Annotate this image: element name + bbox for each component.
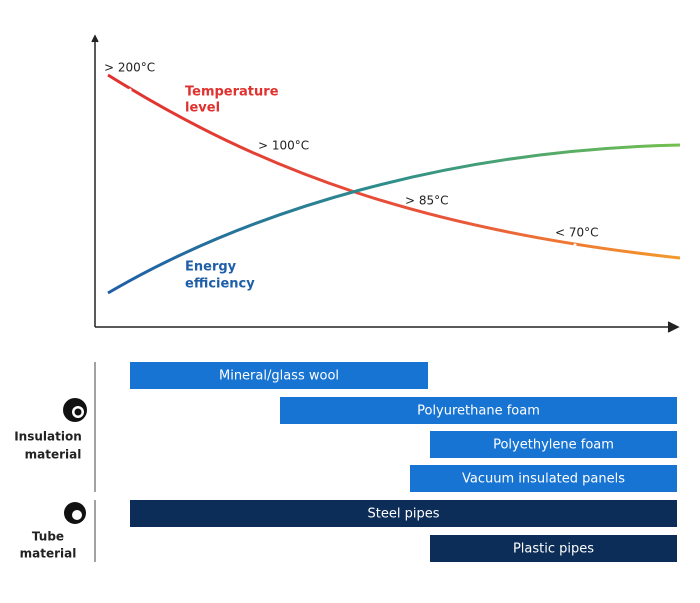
efficiency-curve [107,143,681,295]
temperature-label: > 200°C [104,61,155,75]
insulation-icon [63,398,87,422]
bar [430,535,677,562]
bar-label: Plastic pipes [513,542,594,557]
bar [130,362,428,389]
curve-label: efficiency [185,277,255,292]
bar-label: Mineral/glass wool [219,369,339,384]
temperature-label: < 70°C [555,226,599,240]
bar-label: Polyethylene foam [493,438,614,453]
bars: Mineral/glass wool Polyurethane foam Polye… [130,362,677,562]
bar [430,431,677,458]
bar [410,465,677,492]
tube-icon [64,502,86,524]
bar [130,500,677,527]
bar-label: Vacuum insulated panels [462,472,625,487]
temperature-label: > 85°C [405,194,449,208]
bar-label: Polyurethane foam [417,404,540,419]
curve-label: level [185,101,220,116]
temperature-label: > 100°C [258,139,309,153]
bar [280,397,677,424]
bar-label: Steel pipes [368,507,440,522]
group-label: Insulation [14,430,82,444]
group-label: material [25,448,82,462]
group-label: Tube [32,530,64,544]
curve-label: Energy [185,260,237,275]
curve-markers [128,88,577,247]
group-label: material [20,547,77,561]
curve-label: Temperature [185,85,279,100]
axes [91,34,680,333]
